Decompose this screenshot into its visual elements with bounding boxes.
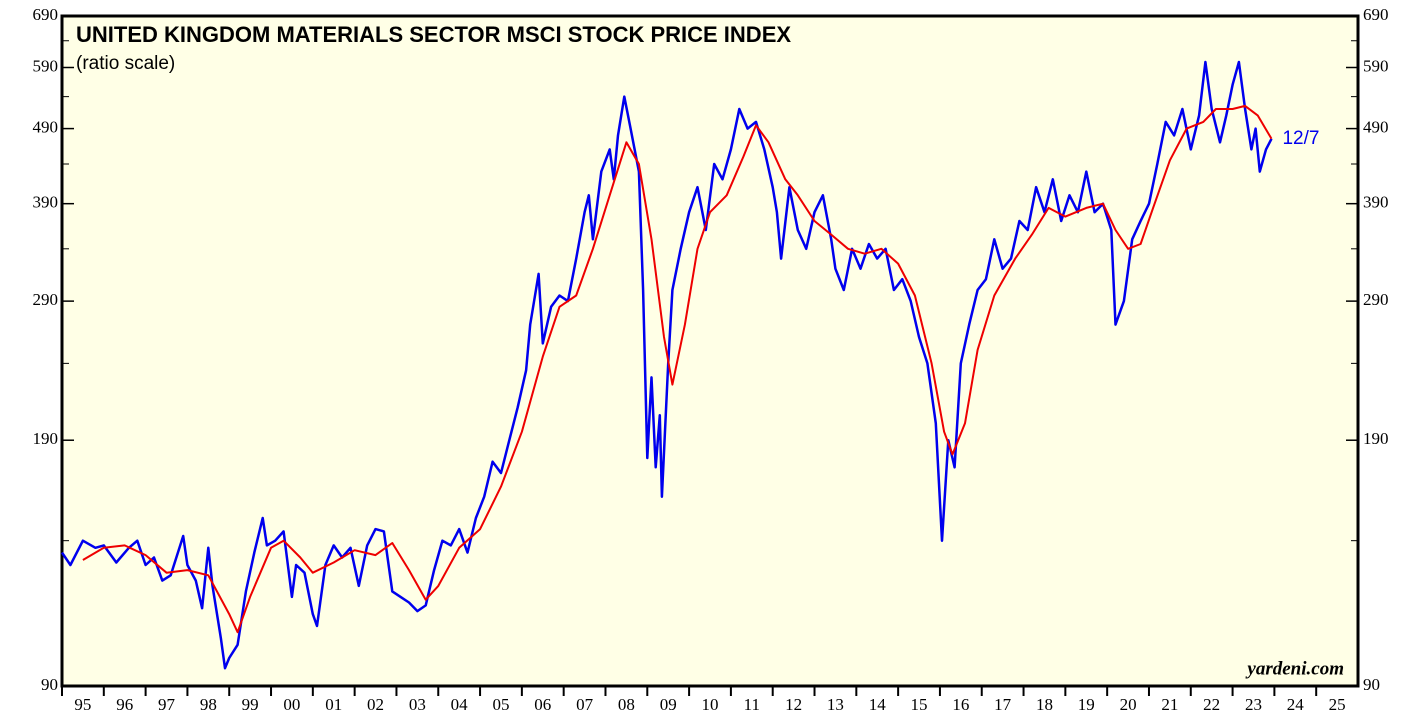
x-tick-label: 10 <box>702 695 719 714</box>
x-tick-label: 15 <box>911 695 928 714</box>
x-tick-label: 19 <box>1078 695 1095 714</box>
plot-area <box>60 14 1360 688</box>
x-tick-label: 01 <box>325 695 342 714</box>
y-tick-label: 190 <box>1363 429 1389 448</box>
y-tick-label: 690 <box>33 5 59 24</box>
x-tick-label: 99 <box>242 695 259 714</box>
x-tick-label: 21 <box>1161 695 1178 714</box>
x-tick-label: 00 <box>283 695 300 714</box>
x-tick-label: 20 <box>1120 695 1137 714</box>
x-tick-label: 97 <box>158 695 176 714</box>
x-tick-label: 11 <box>744 695 760 714</box>
x-tick-label: 23 <box>1245 695 1262 714</box>
series-line <box>60 60 1273 670</box>
x-tick-label: 22 <box>1203 695 1220 714</box>
y-tick-label: 390 <box>1363 193 1389 212</box>
y-tick-label: 590 <box>33 56 59 75</box>
x-tick-label: 02 <box>367 695 384 714</box>
y-tick-label: 90 <box>1363 675 1380 694</box>
x-tick-label: 96 <box>116 695 133 714</box>
x-tick-label: 13 <box>827 695 844 714</box>
x-tick-label: 08 <box>618 695 635 714</box>
x-tick-label: 07 <box>576 695 594 714</box>
series-line <box>82 104 1273 634</box>
x-tick-label: 05 <box>492 695 509 714</box>
source: yardeni.com <box>1245 658 1344 679</box>
y-tick-label: 590 <box>1363 56 1389 75</box>
y-tick-label: 190 <box>33 429 59 448</box>
x-tick-label: 12 <box>785 695 802 714</box>
y-tick-label: 690 <box>1363 5 1389 24</box>
y-tick-label: 90 <box>41 675 58 694</box>
chart-title: UNITED KINGDOM MATERIALS SECTOR MSCI STO… <box>76 22 791 47</box>
y-tick-label: 490 <box>1363 117 1389 136</box>
x-tick-label: 17 <box>994 695 1012 714</box>
x-tick-label: 06 <box>534 695 551 714</box>
x-tick-label: 16 <box>952 695 969 714</box>
x-tick-label: 95 <box>74 695 91 714</box>
x-tick-label: 25 <box>1329 695 1346 714</box>
x-tick-label: 04 <box>451 695 469 714</box>
x-tick-label: 98 <box>200 695 217 714</box>
x-tick-label: 03 <box>409 695 426 714</box>
annotation: 12/7 <box>1282 128 1319 149</box>
y-tick-label: 290 <box>33 290 59 309</box>
x-tick-label: 09 <box>660 695 677 714</box>
y-tick-label: 290 <box>1363 290 1389 309</box>
x-tick-label: 14 <box>869 695 887 714</box>
y-tick-label: 390 <box>33 193 59 212</box>
chart-subtitle: (ratio scale) <box>76 53 175 74</box>
x-tick-label: 18 <box>1036 695 1053 714</box>
y-tick-label: 490 <box>33 117 59 136</box>
x-tick-label: 24 <box>1287 695 1305 714</box>
